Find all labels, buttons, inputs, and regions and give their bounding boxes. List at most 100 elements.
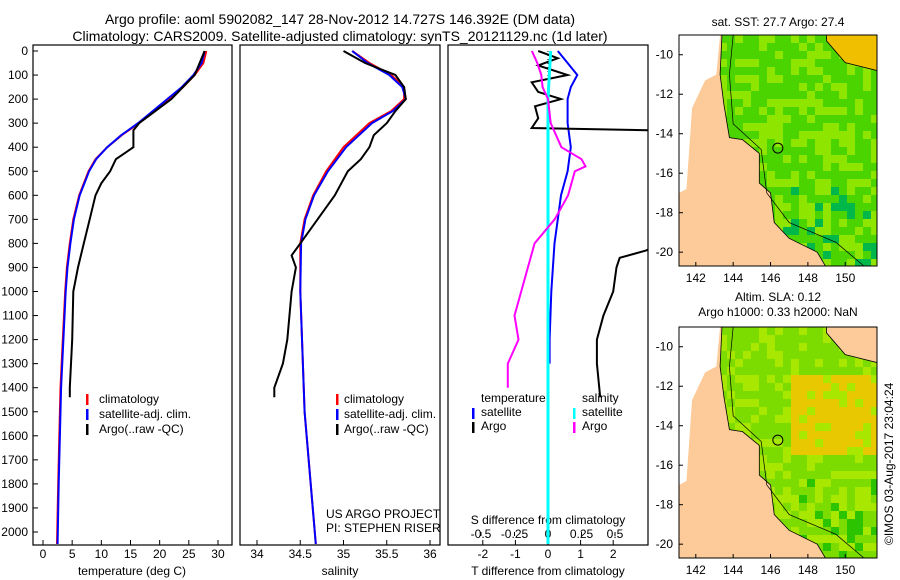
sea-cell xyxy=(791,91,799,99)
sea-cell xyxy=(839,479,847,487)
sst-map-title: sat. SST: 27.7 Argo: 27.4 xyxy=(712,15,845,29)
sea-cell xyxy=(759,367,767,375)
sea-cell xyxy=(815,187,823,195)
x-tick-label: 20 xyxy=(153,547,167,561)
land-png xyxy=(826,327,877,363)
sea-cell xyxy=(831,479,839,487)
sea-cell xyxy=(719,335,727,343)
sea-cell xyxy=(863,211,871,219)
sea-cell xyxy=(839,511,847,519)
sea-cell xyxy=(791,83,799,91)
sea-cell xyxy=(815,399,823,407)
sea-cell xyxy=(823,83,831,91)
sea-cell xyxy=(839,391,847,399)
sea-cell xyxy=(799,75,807,83)
sea-cell xyxy=(855,179,863,187)
sea-cell xyxy=(751,123,759,131)
sea-cell xyxy=(767,59,775,67)
sea-cell xyxy=(855,431,863,439)
sea-cell xyxy=(735,335,743,343)
sea-cell xyxy=(871,439,877,447)
sea-cell xyxy=(759,163,767,171)
sea-cell xyxy=(815,343,823,351)
sea-cell xyxy=(735,343,743,351)
sea-cell xyxy=(799,155,807,163)
sea-cell xyxy=(847,439,855,447)
sea-cell xyxy=(759,155,767,163)
sea-cell xyxy=(783,195,791,203)
sea-cell xyxy=(807,359,815,367)
sea-cell xyxy=(855,551,863,558)
sea-cell xyxy=(775,43,783,51)
sea-cell xyxy=(847,399,855,407)
sea-cell xyxy=(847,447,855,455)
sea-cell xyxy=(855,399,863,407)
sea-cell xyxy=(807,75,815,83)
sea-cell xyxy=(807,439,815,447)
sea-cell xyxy=(831,527,839,535)
y-tick-label: 1100 xyxy=(2,309,28,323)
sea-cell xyxy=(823,99,831,107)
sea-cell xyxy=(735,123,743,131)
sea-cell xyxy=(815,423,823,431)
sea-cell xyxy=(839,75,847,83)
sea-cell xyxy=(831,251,839,259)
sea-cell xyxy=(799,91,807,99)
sea-cell xyxy=(783,219,791,227)
sea-cell xyxy=(807,423,815,431)
sea-cell xyxy=(807,351,815,359)
y-tick-label: 1400 xyxy=(1,381,28,395)
sea-cell xyxy=(831,519,839,527)
sea-cell xyxy=(839,359,847,367)
sea-cell xyxy=(831,399,839,407)
sea-cell xyxy=(767,399,775,407)
lon-tick-label: 148 xyxy=(798,271,818,285)
sea-cell xyxy=(831,487,839,495)
sea-cell xyxy=(759,139,767,147)
sea-cell xyxy=(767,335,775,343)
sea-cell xyxy=(823,171,831,179)
sea-cell xyxy=(839,211,847,219)
sea-cell xyxy=(815,235,823,243)
s-tick-label: -0.25 xyxy=(501,527,529,541)
sea-cell xyxy=(807,447,815,455)
sea-cell xyxy=(823,251,831,259)
sea-cell xyxy=(783,67,791,75)
sea-cell xyxy=(871,407,877,415)
sea-cell xyxy=(863,359,871,367)
sea-cell xyxy=(759,67,767,75)
y-tick-label: 1200 xyxy=(1,333,28,347)
land-queensland xyxy=(679,327,826,558)
sea-cell xyxy=(871,463,877,471)
sea-cell xyxy=(847,367,855,375)
sea-cell xyxy=(799,407,807,415)
sea-cell xyxy=(791,59,799,67)
sea-cell xyxy=(823,503,831,511)
sea-cell xyxy=(743,343,751,351)
sea-cell xyxy=(823,479,831,487)
sea-cell xyxy=(831,375,839,383)
sea-cell xyxy=(807,155,815,163)
sea-cell xyxy=(807,43,815,51)
sea-cell xyxy=(863,375,871,383)
sea-cell xyxy=(871,471,877,479)
series-argo-raw-qc- xyxy=(68,50,206,398)
sea-cell xyxy=(839,447,847,455)
sea-cell xyxy=(767,359,775,367)
sea-cell xyxy=(759,107,767,115)
sea-cell xyxy=(791,447,799,455)
sea-cell xyxy=(831,383,839,391)
sea-cell xyxy=(727,391,735,399)
sea-cell xyxy=(775,83,783,91)
sea-cell xyxy=(871,163,877,171)
sea-cell xyxy=(751,75,759,83)
sea-cell xyxy=(767,131,775,139)
sea-cell xyxy=(799,375,807,383)
sea-cell xyxy=(839,67,847,75)
sea-cell xyxy=(767,99,775,107)
sea-cell xyxy=(815,75,823,83)
sea-cell xyxy=(839,367,847,375)
y-tick-label: 900 xyxy=(8,260,28,274)
sea-cell xyxy=(791,219,799,227)
sea-cell xyxy=(863,511,871,519)
